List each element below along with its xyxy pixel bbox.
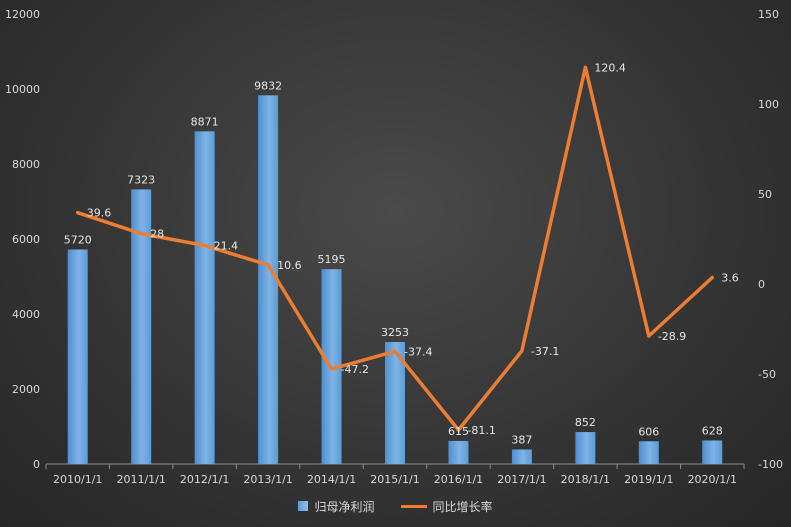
y-left-tick-label: 4000	[12, 308, 40, 321]
bar	[258, 95, 279, 465]
line-value-label: 39.6	[87, 207, 112, 220]
x-tick-label: 2015/1/1	[370, 473, 419, 486]
legend-item-bar: 归母净利润	[298, 498, 375, 515]
bar-value-label: 7323	[127, 173, 155, 186]
y-left-tick-label: 12000	[5, 8, 40, 21]
legend-label: 归母净利润	[314, 499, 375, 514]
line-point	[647, 334, 651, 338]
bar	[702, 440, 723, 464]
y-left-tick-label: 8000	[12, 158, 40, 171]
line-value-label: -47.2	[341, 363, 369, 376]
line-point	[520, 349, 524, 353]
line-point	[456, 428, 460, 432]
bar-value-label: 9832	[254, 79, 282, 92]
line-value-label: 28	[150, 228, 164, 241]
line-point	[76, 211, 80, 215]
line-point	[393, 349, 397, 353]
y-right-tick-label: -50	[758, 368, 776, 381]
line-value-label: -37.1	[531, 345, 559, 358]
bar-value-label: 8871	[191, 115, 219, 128]
y-right-tick-label: 50	[758, 188, 772, 201]
bar	[194, 131, 215, 464]
line-value-label: -37.4	[404, 345, 432, 358]
bar-value-label: 606	[638, 425, 659, 438]
line-value-label: 21.4	[214, 239, 239, 252]
x-tick-label: 2010/1/1	[53, 473, 102, 486]
x-tick-label: 2014/1/1	[307, 473, 356, 486]
y-left-tick-label: 10000	[5, 83, 40, 96]
y-right-tick-label: 150	[758, 8, 779, 21]
bar	[385, 342, 405, 464]
bar	[131, 189, 152, 464]
bar-value-label: 387	[511, 433, 532, 446]
bar	[511, 449, 532, 464]
line-value-label: -28.9	[658, 330, 686, 343]
legend-bar-swatch	[298, 501, 309, 511]
y-right-tick-label: -100	[758, 458, 783, 471]
line-value-label: 10.6	[277, 259, 302, 272]
line-point	[583, 65, 587, 69]
y-left-tick-label: 0	[33, 458, 40, 471]
bar	[638, 441, 659, 464]
x-tick-label: 2012/1/1	[180, 473, 229, 486]
bar-value-label: 5195	[318, 253, 346, 266]
line-point	[330, 367, 334, 371]
line-point	[139, 232, 143, 236]
x-tick-label: 2017/1/1	[497, 473, 546, 486]
x-tick-label: 2020/1/1	[688, 473, 737, 486]
bar-value-label: 5720	[64, 234, 92, 247]
bar-value-label: 628	[702, 424, 723, 437]
bar-value-label: 615	[448, 425, 469, 438]
bar-value-label: 3253	[381, 326, 409, 339]
line-point	[710, 276, 714, 280]
combo-chart: 2010/1/1 2011/1/1 2012/1/1 2013/1/1 2014/1/1…	[5, 8, 783, 486]
legend-item-line: 同比增长率	[400, 498, 493, 515]
x-tick-label: 2013/1/1	[243, 473, 292, 486]
line-value-label: 3.6	[721, 272, 739, 285]
legend-line-swatch	[400, 504, 427, 508]
x-tick-label: 2019/1/1	[624, 473, 673, 486]
bar	[575, 432, 596, 464]
bar-value-label: 852	[575, 416, 596, 429]
line-value-label: 120.4	[594, 61, 626, 74]
line-point	[203, 243, 207, 247]
bar	[448, 440, 469, 464]
line-value-label: -81.1	[467, 424, 495, 437]
y-left-tick-label: 2000	[12, 383, 40, 396]
line-point	[266, 263, 270, 267]
x-tick-label: 2016/1/1	[434, 473, 483, 486]
x-tick-label: 2018/1/1	[561, 473, 610, 486]
y-right-tick-label: 100	[758, 98, 779, 111]
legend-label: 同比增长率	[432, 499, 493, 514]
x-tick-label: 2011/1/1	[116, 473, 165, 486]
chart-legend: 归母净利润 同比增长率	[0, 496, 791, 516]
y-left-tick-label: 6000	[12, 233, 40, 246]
y-right-tick-label: 0	[758, 278, 765, 291]
bar	[67, 249, 88, 464]
